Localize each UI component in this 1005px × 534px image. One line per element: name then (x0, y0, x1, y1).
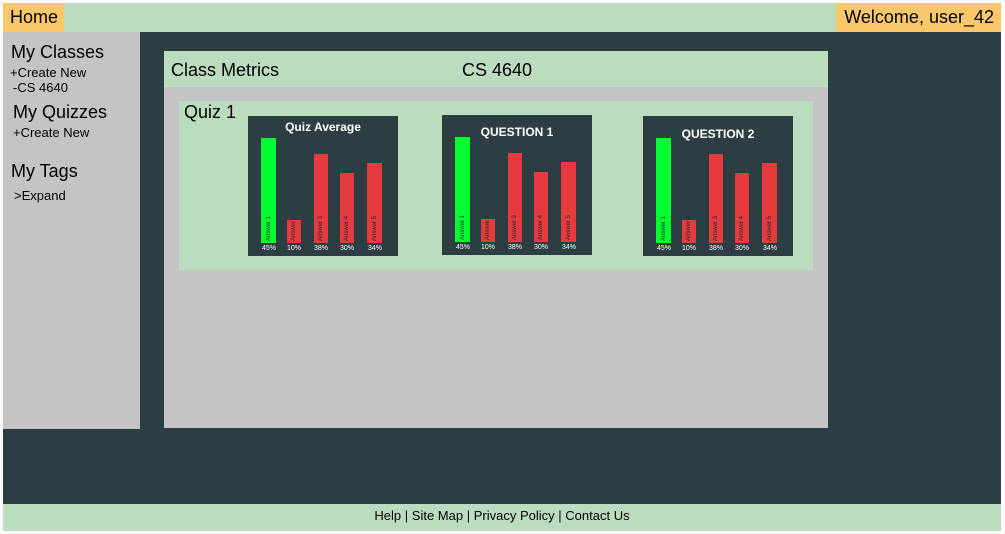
bar-category-label: Answer 2 (485, 214, 491, 240)
expand-tags-link[interactable]: >Expand (14, 188, 66, 203)
chart-bar (367, 163, 382, 243)
chart-bar (481, 219, 495, 242)
chart-bar (682, 220, 696, 243)
footer-separator: | (404, 508, 409, 523)
bar-category-label: Answer 5 (767, 215, 773, 241)
bar-value-label: 34% (561, 244, 576, 251)
bar-category-label: Answer 5 (566, 214, 572, 240)
quiz-panel: Quiz 1 Quiz Average Answer 1 45% Answer 2 10… (179, 101, 813, 270)
bar-value-label: 34% (367, 245, 382, 252)
bar-value-label: 10% (480, 244, 495, 251)
bar-category-label: Answer 2 (686, 215, 692, 241)
chart-bar (762, 163, 777, 243)
chart-bar (561, 162, 576, 242)
home-button[interactable]: Home (3, 3, 65, 32)
sidebar: My Classes +Create New -CS 4640 My Quizz… (3, 32, 140, 429)
bar-category-label: Answer 4 (344, 215, 350, 241)
page-title: Class Metrics (171, 60, 280, 80)
top-bar: Home Welcome, user_42 (3, 3, 1001, 32)
bar-value-label: 10% (681, 245, 696, 252)
bar-value-label: 45% (656, 245, 671, 252)
create-quiz-link[interactable]: +Create New (13, 125, 90, 140)
app-frame: Home Welcome, user_42 My Classes +Create… (3, 3, 1001, 531)
bar-value-label: 34% (762, 245, 777, 252)
bar-category-label: Answer 4 (538, 214, 544, 240)
chart-title: QUESTION 2 (681, 127, 755, 141)
bar-category-label: Answer 3 (713, 215, 719, 241)
expand-tags-label: Expand (21, 188, 66, 203)
chart-bar (656, 138, 671, 243)
contact-us-link[interactable]: Contact Us (565, 508, 630, 523)
chart-title: QUESTION 1 (480, 125, 554, 139)
my-classes-heading: My Classes (11, 42, 105, 62)
class-name: CS 4640 (462, 60, 533, 80)
bar-chart: QUESTION 2 Answer 1 45% Answer 2 10% Answer 3… (643, 116, 793, 256)
bar-value-label: 38% (507, 244, 522, 251)
site-map-link[interactable]: Site Map (411, 508, 464, 523)
bar-category-label: Answer 2 (291, 215, 297, 241)
class-metrics-panel: Class Metrics CS 4640 Quiz 1 Quiz Averag… (164, 51, 828, 428)
bar-category-label: Answer 3 (318, 215, 324, 241)
footer-separator: | (558, 508, 562, 523)
bar-category-label: Answer 3 (512, 214, 518, 240)
bar-value-label: 30% (734, 245, 749, 252)
bar-value-label: 38% (708, 245, 723, 252)
chart-bar (314, 154, 328, 243)
class-metrics-header: Class Metrics CS 4640 (164, 51, 828, 87)
chart-bar (340, 173, 354, 243)
bar-chart: Quiz Average Answer 1 45% Answer 2 10% Answer… (248, 116, 398, 256)
chart-bar (534, 172, 548, 242)
chart-bar (261, 138, 276, 243)
class-item-cs4640[interactable]: -CS 4640 (13, 80, 68, 95)
footer-separator: | (466, 508, 471, 523)
chart-bar (455, 137, 470, 242)
bar-category-label: Answer 1 (460, 214, 466, 240)
bar-value-label: 10% (286, 245, 301, 252)
chart-bar (735, 173, 749, 243)
privacy-policy-link[interactable]: Privacy Policy (473, 508, 555, 523)
bar-value-label: 30% (533, 244, 548, 251)
bar-value-label: 45% (455, 244, 470, 251)
chart-bar (287, 220, 301, 243)
bar-category-label: Answer 1 (266, 215, 272, 241)
welcome-message: Welcome, user_42 (836, 3, 1001, 32)
bar-chart: QUESTION 1 Answer 1 45% Answer 2 10% Answer 3… (442, 115, 592, 255)
bar-category-label: Answer 5 (372, 215, 378, 241)
bar-category-label: Answer 1 (661, 215, 667, 241)
chart-bar (508, 153, 522, 242)
my-tags-heading: My Tags (11, 161, 78, 181)
help-link[interactable]: Help (374, 508, 402, 523)
chart-title: Quiz Average (285, 120, 361, 134)
chart-bar (709, 154, 723, 243)
quiz-name: Quiz 1 (184, 102, 237, 122)
bar-value-label: 45% (261, 245, 276, 252)
bar-category-label: Answer 4 (739, 215, 745, 241)
bar-value-label: 30% (339, 245, 354, 252)
chevron-right-icon: > (14, 188, 22, 203)
bar-value-label: 38% (313, 245, 328, 252)
my-quizzes-heading: My Quizzes (13, 102, 108, 122)
create-class-link[interactable]: +Create New (10, 65, 87, 80)
footer: Help | Site Map | Privacy Policy | Conta… (3, 504, 1001, 531)
